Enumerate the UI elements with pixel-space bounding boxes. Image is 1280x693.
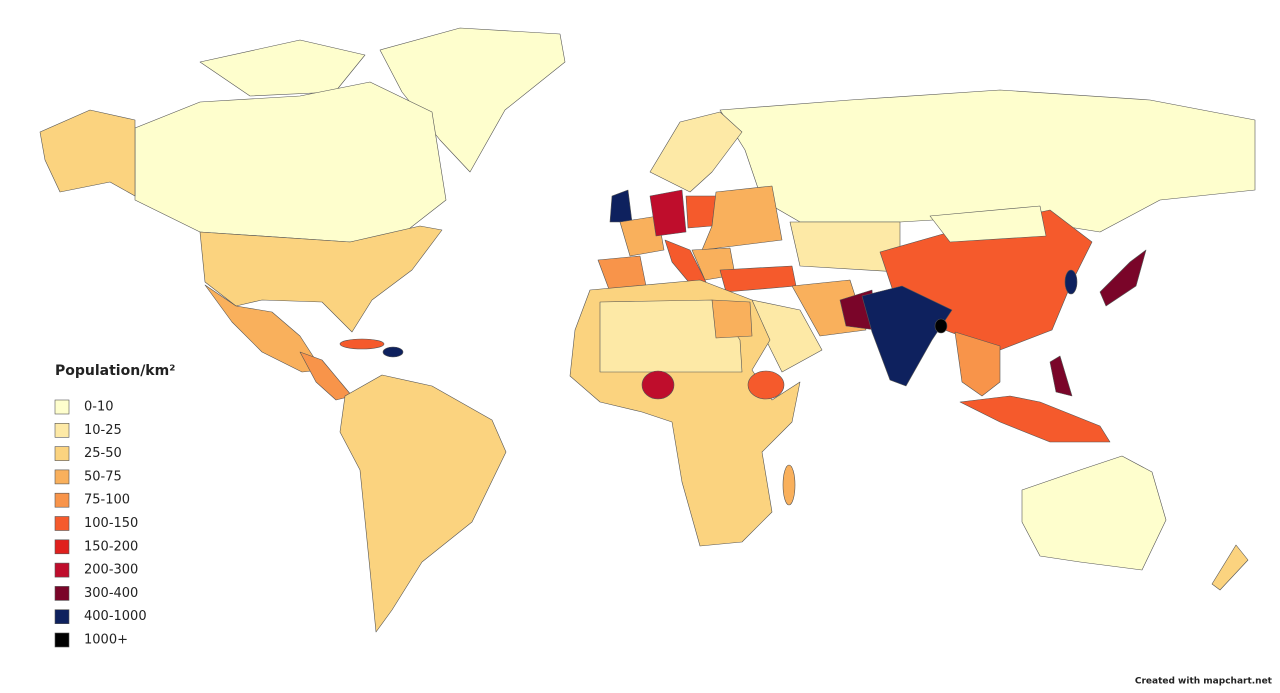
legend-title: Population/km² (55, 363, 175, 379)
scandinavia (649, 111, 743, 193)
australia (1021, 455, 1167, 571)
ethiopia (747, 370, 785, 400)
egypt (711, 299, 753, 339)
countries (39, 27, 1256, 633)
india (861, 285, 953, 387)
haiti (382, 346, 404, 358)
legend-label: 100-150 (84, 516, 138, 531)
legend-swatch (54, 562, 70, 578)
mongolia (929, 205, 1047, 243)
legend-label: 150-200 (84, 539, 138, 554)
turkey (719, 265, 797, 293)
southeast-asia (954, 331, 1001, 397)
indonesia (959, 395, 1111, 443)
legend-swatch (54, 399, 70, 415)
germany (649, 189, 687, 237)
uk (609, 189, 633, 223)
legend-swatch (54, 446, 70, 461)
legend-label: 75-100 (84, 493, 130, 508)
legend-label: 1000+ (84, 633, 128, 648)
legend-label: 50-75 (84, 469, 122, 484)
philippines (1049, 355, 1073, 397)
legend-swatch (54, 492, 70, 508)
new-zealand (1211, 544, 1249, 591)
bangladesh (934, 318, 948, 334)
central-america (299, 351, 353, 401)
legend-label: 200-300 (84, 563, 138, 578)
legend-label: 10-25 (84, 423, 122, 438)
legend-label: 0-10 (84, 400, 114, 415)
eastern-europe (701, 185, 783, 251)
credit: Created with mapchart.net (1135, 677, 1273, 687)
legend: 0-10 10-25 25-50 50-75 75-100 100-150 150-200 2… (54, 399, 147, 648)
canada (134, 81, 447, 243)
legend-swatch (54, 539, 70, 555)
legend-label: 25-50 (84, 446, 122, 461)
poland (685, 195, 717, 229)
korea (1064, 269, 1078, 295)
legend-swatch (54, 586, 70, 601)
legend-label: 400-1000 (84, 609, 147, 624)
cuba (339, 338, 385, 350)
alaska (39, 109, 136, 197)
south-america (339, 374, 507, 633)
legend-swatch (54, 609, 70, 625)
sahara (599, 299, 743, 373)
france (619, 215, 665, 257)
legend-swatch (54, 422, 70, 438)
arctic-islands (199, 39, 366, 97)
central-asia (789, 221, 901, 273)
japan (1099, 249, 1147, 307)
legend-swatch (54, 516, 70, 531)
legend-swatch (54, 469, 70, 485)
madagascar (782, 464, 796, 506)
usa (199, 225, 443, 333)
legend-label: 300-400 (84, 586, 138, 601)
nigeria (641, 370, 675, 400)
legend-swatch (54, 632, 70, 648)
